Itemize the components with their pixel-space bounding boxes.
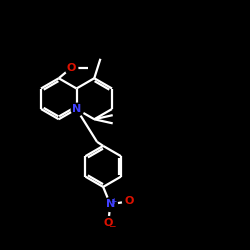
Text: N: N (106, 198, 115, 208)
Text: O: O (66, 63, 76, 73)
Text: −: − (108, 222, 116, 230)
Text: O: O (104, 218, 113, 228)
Text: O: O (124, 196, 134, 206)
Text: +: + (110, 196, 117, 205)
Text: N: N (72, 104, 81, 114)
